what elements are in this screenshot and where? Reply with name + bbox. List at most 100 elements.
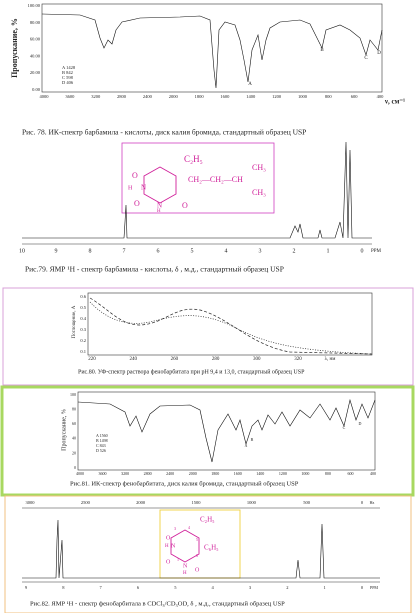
x-tick-label: 6 [137, 585, 140, 590]
axis-label: Hz [370, 500, 375, 505]
y-tick-label: 0.3 [80, 327, 86, 332]
x-tick-label: 4000 [40, 94, 50, 99]
x-tick-label: 4 [212, 585, 215, 590]
x-tick-label: 3600 [65, 94, 75, 99]
x-tick-label: 220 [88, 357, 96, 362]
peak-label: B [320, 48, 324, 53]
structure-box [121, 142, 275, 214]
atom-number: 1 [177, 557, 179, 562]
x-tick-label: 2400 [143, 94, 153, 99]
x-tick-label: 4000 [76, 471, 84, 476]
atom: N [157, 202, 162, 210]
x-tick-label: 8 [62, 585, 65, 590]
atom: O [166, 559, 171, 565]
x-tick-label: 7 [100, 585, 103, 590]
spectrum [22, 141, 372, 239]
x-tick-label: 8 [89, 248, 92, 254]
legend-entry: D 526 [96, 448, 106, 453]
x-tick-label: 3 [249, 585, 252, 590]
y-tick-label: 0.4 [80, 316, 86, 321]
ring [143, 166, 177, 204]
caption: Рис.82. ЯМР ¹Н - спектр фенобарбитала в … [30, 600, 285, 607]
x-tick-label: 6 [157, 248, 160, 254]
hz-tick-label: 2000 [136, 500, 146, 505]
peak-label: A [248, 82, 252, 87]
atom: C₆H₅ [204, 544, 219, 552]
y-tick-label: 0 [74, 465, 76, 470]
spectrum [41, 13, 383, 89]
hz-tick-label: 2500 [81, 500, 91, 505]
atom: O [182, 201, 188, 210]
x-tick-label: 0 [361, 585, 364, 590]
x-tick-label: 1400 [246, 94, 256, 99]
hz-tick-label: 1500 [192, 500, 202, 505]
atom: H [165, 544, 169, 549]
x-tick-label: 240 [129, 357, 137, 362]
legend-entry: A 1428 [62, 65, 76, 70]
legend-entry: B 1498 [96, 438, 108, 443]
atom-number: 4 [188, 525, 190, 530]
legend-entry: A 1560 [96, 433, 108, 438]
x-tick-label: 600 [351, 94, 359, 99]
axis-label: Пропускание, % [61, 409, 67, 451]
x-tick-label: 3200 [121, 471, 129, 476]
y-tick-label: 100 [70, 392, 76, 397]
x-tick-label: 0 [361, 248, 364, 254]
x-tick-label: 1 [327, 248, 330, 254]
x-tick-label: 2800 [144, 471, 152, 476]
y-tick-label: 0.1 [80, 349, 86, 354]
spectrum [22, 519, 380, 579]
x-tick-label: 1200 [279, 471, 287, 476]
x-tick-label: 9 [55, 248, 58, 254]
x-tick-label: 9 [25, 585, 28, 590]
atom: O [132, 171, 138, 180]
y-tick-label: 0.00 [32, 87, 41, 92]
axis-label: ν, см⁻¹ [384, 98, 405, 106]
spectrum [77, 398, 376, 463]
x-tick-label: 2400 [166, 471, 174, 476]
x-tick-label: 2 [293, 248, 296, 254]
x-tick-label: 800 [325, 471, 331, 476]
ring [170, 529, 200, 563]
atom: O [166, 535, 171, 541]
y-tick-label: 60.00 [30, 37, 41, 42]
x-tick-label: 1600 [220, 94, 230, 99]
atom: H [157, 209, 161, 214]
plot-frame [41, 3, 383, 93]
x-tick-label: 2 [286, 585, 288, 590]
legend-entry: D 406 [62, 80, 74, 85]
x-tick-label: 300 [253, 357, 261, 362]
y-tick-label: 20.00 [30, 70, 41, 75]
figure-box [4, 495, 412, 613]
atom: C₂H₅ [184, 154, 203, 164]
y-tick-label: 0.5 [80, 305, 86, 310]
x-tick-label: 3600 [99, 471, 107, 476]
atom-number: 5 [196, 537, 198, 542]
curve [89, 297, 373, 355]
caption: Рис.79. ЯМР ¹Н - спектр барбамила - кисл… [25, 265, 284, 274]
y-tick-label: 80.00 [30, 20, 41, 25]
legend-entry: C 598 [62, 75, 74, 80]
y-tick-label: 100.00 [28, 3, 41, 8]
x-tick-label: 7 [123, 248, 126, 254]
y-tick-label: 80 [72, 407, 76, 412]
atom: N [171, 543, 176, 549]
atom-number: 6 [196, 553, 198, 558]
x-tick-label: 5 [191, 248, 194, 254]
atom: CH₂—CH₂—CH [188, 175, 243, 184]
peak-label: D [359, 421, 362, 426]
x-tick-label: 1800 [211, 471, 219, 476]
x-tick-label: 1400 [256, 471, 264, 476]
x-tick-label: 2000 [189, 471, 197, 476]
y-tick-label: 40.00 [30, 53, 41, 58]
y-tick-label: 20 [72, 450, 76, 455]
x-tick-label: 1 [324, 585, 326, 590]
x-tick-label: 260 [171, 357, 179, 362]
figure-box [2, 287, 414, 386]
axis-label: Пропускание, % [10, 18, 19, 78]
y-tick-label: 40 [72, 436, 76, 441]
peak-label: C [364, 56, 368, 61]
atom: N [183, 563, 188, 569]
hz-tick-label: 0 [361, 500, 364, 505]
hz-tick-label: 500 [303, 500, 311, 505]
